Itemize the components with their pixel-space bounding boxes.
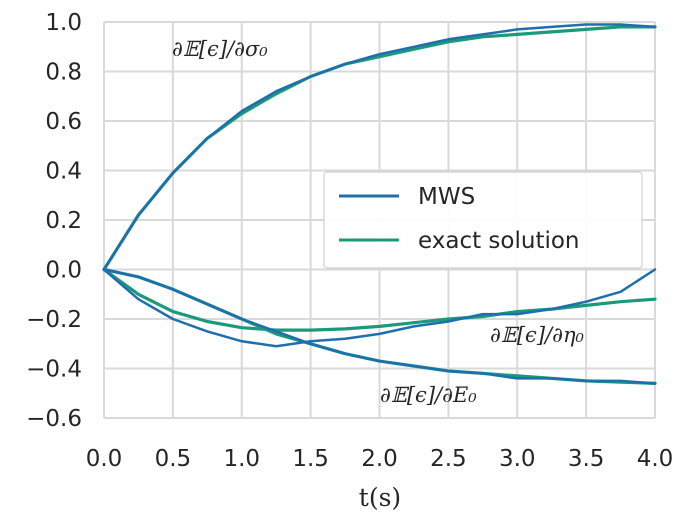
- x-tick-label: 1.0: [223, 446, 260, 472]
- y-tick-label: −0.2: [26, 307, 82, 333]
- x-tick-labels: 0.0 0.5 1.0 1.5 2.0 2.5 3.0 3.5 4.0: [86, 446, 674, 472]
- x-tick-label: 0.0: [86, 446, 123, 472]
- annotation-dsigma0: ∂𝔼[ϵ]/∂σ₀: [172, 37, 268, 61]
- legend: MWS exact solution: [323, 171, 643, 269]
- x-tick-label: 1.5: [292, 446, 329, 472]
- y-tick-label: 0.8: [45, 60, 82, 86]
- y-tick-labels: 1.0 0.8 0.6 0.4 0.2 0.0 −0.2 −0.4 −0.6: [26, 10, 82, 432]
- x-tick-label: 0.5: [155, 446, 192, 472]
- x-tick-label: 3.5: [568, 446, 605, 472]
- y-tick-label: 0.0: [45, 258, 82, 284]
- x-tick-label: 4.0: [637, 446, 674, 472]
- annotation-dE0: ∂𝔼[ϵ]/∂E₀: [380, 383, 477, 407]
- x-tick-label: 2.0: [361, 446, 398, 472]
- series-lines: [102, 23, 657, 385]
- y-tick-label: 0.6: [45, 109, 82, 135]
- legend-box: [323, 171, 643, 269]
- mws-series-line: [102, 268, 657, 348]
- legend-label-exact: exact solution: [418, 228, 580, 254]
- mws-series-line: [102, 268, 657, 385]
- y-tick-label: −0.4: [26, 357, 82, 383]
- y-tick-label: −0.6: [26, 406, 82, 432]
- y-tick-label: 1.0: [45, 10, 82, 36]
- x-tick-label: 2.5: [430, 446, 467, 472]
- annotation-deta0: ∂𝔼[ϵ]/∂η₀: [490, 323, 585, 347]
- x-tick-label: 3.0: [499, 446, 536, 472]
- x-axis-label: t(s): [359, 483, 401, 512]
- y-tick-label: 0.2: [45, 208, 82, 234]
- mws-series-line: [102, 23, 657, 271]
- legend-label-mws: MWS: [418, 184, 475, 210]
- y-tick-label: 0.4: [45, 159, 82, 185]
